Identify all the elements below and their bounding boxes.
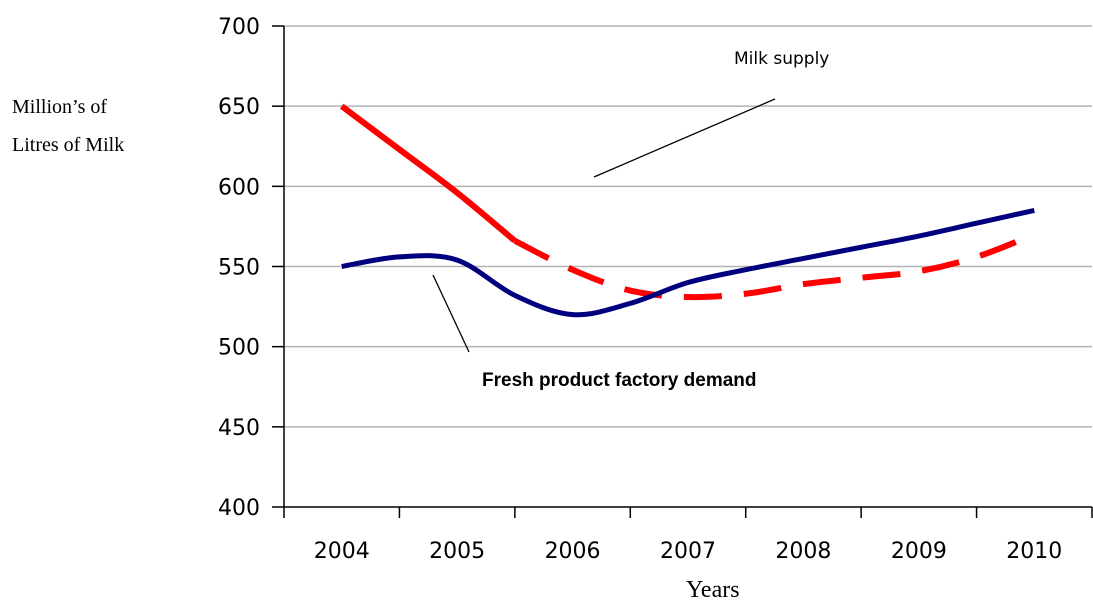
x-axis-ticks: 2004 2005 2006 2007 2008 2009 2010 <box>283 507 1093 564</box>
series-lines <box>339 103 1036 318</box>
x-tick-label: 2008 <box>775 539 831 564</box>
milk-supply-pointer-line <box>593 98 776 178</box>
x-tick-label: 2005 <box>429 539 485 564</box>
y-axis-label-line-1: Million’s of <box>12 96 108 118</box>
y-tick-label: 650 <box>218 95 260 120</box>
x-tick-label: 2004 <box>314 539 370 564</box>
milk-supply-annotation: Milk supply <box>734 49 829 69</box>
y-tick-label: 450 <box>218 416 260 441</box>
x-tick-label: 2009 <box>891 539 947 564</box>
y-tick-label: 600 <box>218 175 260 200</box>
demand-pointer-line <box>432 274 470 353</box>
x-tick-label: 2006 <box>545 539 601 564</box>
x-tick-label: 2007 <box>660 539 716 564</box>
milk-supply-line-dashed <box>513 231 1036 301</box>
y-axis-ticks: 400 450 500 550 600 650 700 <box>218 15 284 521</box>
x-axis-label: Years <box>686 577 740 601</box>
demand-annotation: Fresh product factory demand <box>482 370 757 391</box>
demand-line <box>341 207 1035 318</box>
annotations: Milk supply Fresh product factory demand <box>432 49 829 391</box>
y-tick-label: 500 <box>218 336 260 361</box>
y-tick-label: 700 <box>218 15 260 40</box>
y-tick-label: 400 <box>218 496 260 521</box>
gridlines <box>284 25 1092 428</box>
x-tick-label: 2010 <box>1006 539 1062 564</box>
y-axis-label: Million’s of Litres of Milk <box>12 88 182 164</box>
y-axis-label-line-2: Litres of Milk <box>12 134 125 156</box>
milk-supply-line-solid <box>339 103 517 244</box>
y-tick-label: 550 <box>218 256 260 281</box>
